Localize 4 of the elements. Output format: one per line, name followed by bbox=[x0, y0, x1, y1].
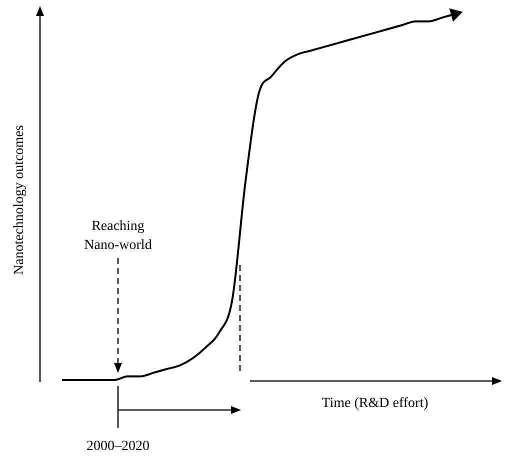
x-axis-title: Time (R&D effort) bbox=[322, 396, 428, 412]
annotation: Reaching Nano-world bbox=[83, 218, 153, 255]
text: 2000–2020 bbox=[86, 439, 150, 455]
y-axis-title: Nanotechnology outcomes bbox=[12, 125, 28, 275]
